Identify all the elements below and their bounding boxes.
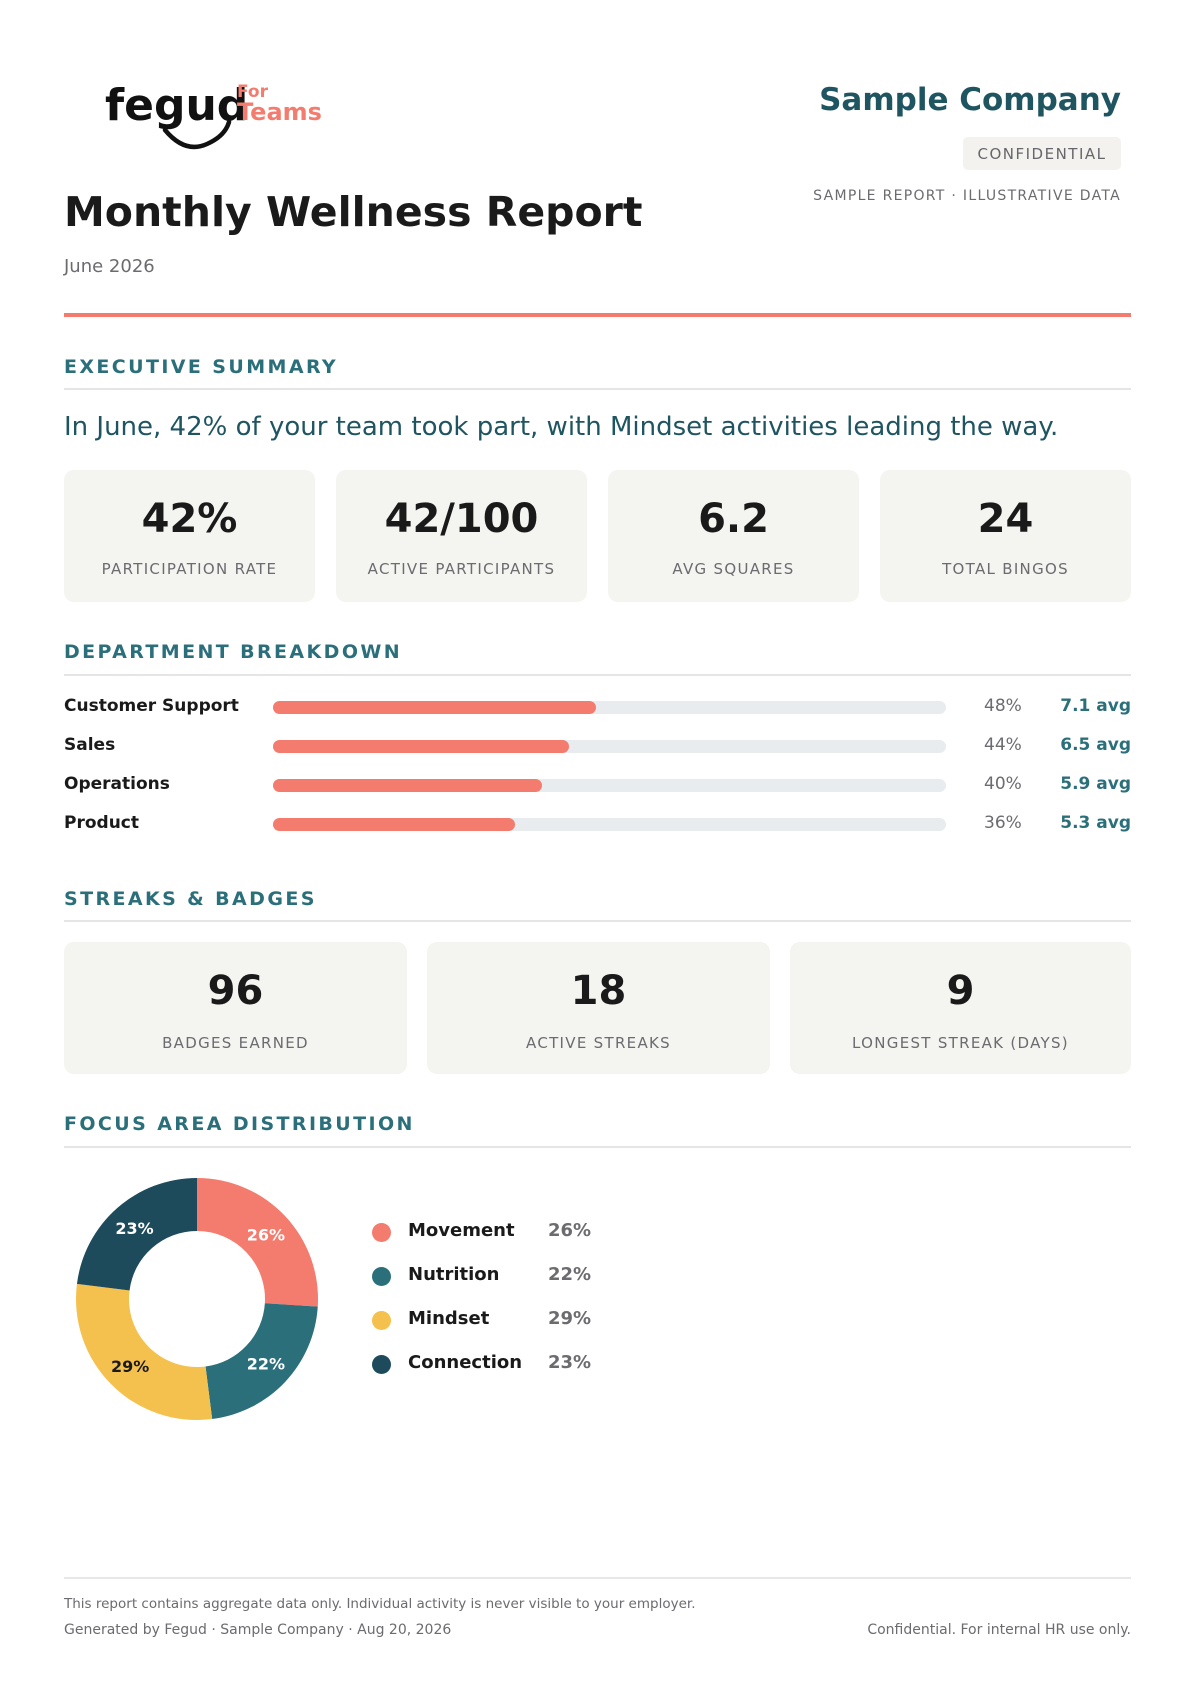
donut-slice-movement bbox=[197, 1178, 318, 1307]
section-divider bbox=[64, 920, 1131, 922]
fegud-logo: fegud For Teams bbox=[105, 78, 345, 164]
legend-percent: 22% bbox=[548, 1264, 592, 1285]
section-divider bbox=[64, 388, 1131, 390]
svg-text:fegud: fegud bbox=[105, 80, 248, 131]
summary-headline: In June, 42% of your team took part, wit… bbox=[64, 412, 1059, 442]
kpi-card: 42/100 ACTIVE PARTICIPANTS bbox=[336, 470, 587, 602]
participation-bar bbox=[273, 740, 570, 753]
legend-percent: 23% bbox=[548, 1352, 592, 1373]
kpi-value: 6.2 bbox=[698, 496, 769, 542]
participation-bar bbox=[273, 701, 597, 714]
legend-percent: 29% bbox=[548, 1308, 592, 1329]
confidential-badge: CONFIDENTIAL bbox=[963, 137, 1121, 170]
department-percent: 40% bbox=[984, 774, 1022, 794]
streak-value: 18 bbox=[570, 968, 627, 1014]
streak-value: 9 bbox=[946, 968, 975, 1014]
kpi-value: 24 bbox=[977, 496, 1034, 542]
department-name: Sales bbox=[64, 735, 116, 755]
donut-slice-label: 26% bbox=[247, 1225, 285, 1244]
donut-slice-nutrition bbox=[205, 1303, 318, 1420]
kpi-label: AVG SQUARES bbox=[672, 560, 795, 578]
department-avg: 6.5 avg bbox=[1060, 735, 1131, 755]
confidential-note: Confidential. For internal HR use only. bbox=[867, 1622, 1131, 1638]
department-name: Operations bbox=[64, 774, 170, 794]
generated-note: Generated by Fegud · Sample Company · Au… bbox=[64, 1622, 452, 1638]
focus-area-donut-chart: 26% 22% 29% 23% bbox=[75, 1178, 318, 1420]
streak-card: 18 ACTIVE STREAKS bbox=[427, 942, 770, 1074]
department-avg: 5.3 avg bbox=[1060, 813, 1131, 833]
executive-summary-heading: EXECUTIVE SUMMARY bbox=[64, 356, 339, 378]
legend-swatch bbox=[372, 1355, 391, 1374]
kpi-card: 42% PARTICIPATION RATE bbox=[64, 470, 315, 602]
legend-percent: 26% bbox=[548, 1220, 592, 1241]
svg-text:Teams: Teams bbox=[237, 98, 322, 126]
donut-slice-connection bbox=[76, 1178, 197, 1291]
department-percent: 48% bbox=[984, 696, 1022, 716]
streak-label: ACTIVE STREAKS bbox=[526, 1034, 671, 1052]
participation-track bbox=[273, 779, 946, 792]
legend-swatch bbox=[372, 1267, 391, 1286]
kpi-value: 42/100 bbox=[384, 496, 539, 542]
streak-label: BADGES EARNED bbox=[162, 1034, 309, 1052]
department-row: Customer Support 48% 7.1 avg bbox=[64, 694, 1131, 720]
department-breakdown-heading: DEPARTMENT BREAKDOWN bbox=[64, 641, 403, 663]
header-divider bbox=[64, 313, 1131, 317]
donut-slice-label: 22% bbox=[247, 1355, 285, 1374]
legend-swatch bbox=[372, 1223, 391, 1242]
kpi-value: 42% bbox=[141, 496, 238, 542]
report-title: Monthly Wellness Report bbox=[64, 188, 643, 236]
department-percent: 36% bbox=[984, 813, 1022, 833]
participation-track bbox=[273, 740, 946, 753]
sample-report-note: SAMPLE REPORT · ILLUSTRATIVE DATA bbox=[813, 188, 1121, 204]
streak-card: 9 LONGEST STREAK (DAYS) bbox=[790, 942, 1131, 1074]
department-name: Product bbox=[64, 813, 139, 833]
donut-slice-label: 29% bbox=[111, 1357, 149, 1376]
legend-swatch bbox=[372, 1311, 391, 1330]
department-avg: 5.9 avg bbox=[1060, 774, 1131, 794]
focus-area-heading: FOCUS AREA DISTRIBUTION bbox=[64, 1113, 415, 1135]
legend-label: Connection bbox=[408, 1352, 523, 1373]
report-period: June 2026 bbox=[64, 256, 155, 277]
privacy-note: This report contains aggregate data only… bbox=[64, 1596, 696, 1612]
kpi-card: 24 TOTAL BINGOS bbox=[880, 470, 1131, 602]
svg-text:For: For bbox=[237, 82, 269, 102]
participation-track bbox=[273, 701, 946, 714]
kpi-card: 6.2 AVG SQUARES bbox=[608, 470, 859, 602]
legend-label: Mindset bbox=[408, 1308, 490, 1329]
department-row: Sales 44% 6.5 avg bbox=[64, 733, 1131, 759]
department-avg: 7.1 avg bbox=[1060, 696, 1131, 716]
kpi-label: TOTAL BINGOS bbox=[942, 560, 1069, 578]
kpi-label: PARTICIPATION RATE bbox=[101, 560, 278, 578]
legend-label: Nutrition bbox=[408, 1264, 500, 1285]
streak-label: LONGEST STREAK (DAYS) bbox=[852, 1034, 1069, 1052]
donut-slice-mindset bbox=[75, 1283, 213, 1420]
company-name: Sample Company bbox=[819, 82, 1121, 118]
participation-track bbox=[273, 818, 946, 831]
section-divider bbox=[64, 674, 1131, 676]
streak-value: 96 bbox=[207, 968, 264, 1014]
department-name: Customer Support bbox=[64, 696, 239, 716]
legend-label: Movement bbox=[408, 1220, 515, 1241]
department-row: Operations 40% 5.9 avg bbox=[64, 772, 1131, 798]
footer-divider bbox=[64, 1577, 1131, 1579]
department-percent: 44% bbox=[984, 735, 1022, 755]
department-row: Product 36% 5.3 avg bbox=[64, 811, 1131, 837]
participation-bar bbox=[273, 779, 543, 792]
streaks-badges-heading: STREAKS & BADGES bbox=[64, 888, 317, 910]
section-divider bbox=[64, 1146, 1131, 1148]
streak-card: 96 BADGES EARNED bbox=[64, 942, 407, 1074]
participation-bar bbox=[273, 818, 516, 831]
donut-slice-label: 23% bbox=[115, 1219, 153, 1238]
kpi-label: ACTIVE PARTICIPANTS bbox=[367, 560, 556, 578]
